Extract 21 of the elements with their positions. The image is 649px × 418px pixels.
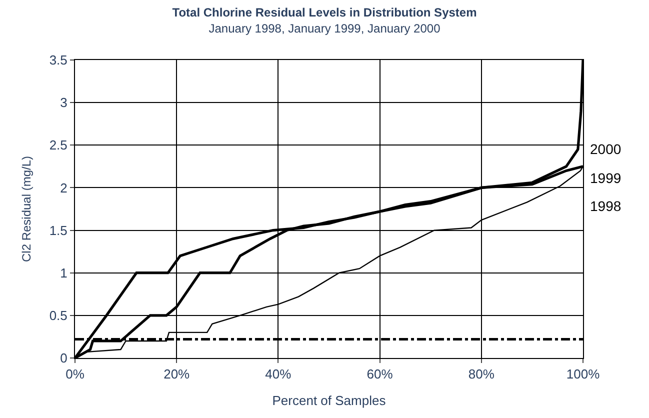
- x-tick-label: 40%: [265, 366, 292, 382]
- x-tick-label: 80%: [468, 366, 495, 382]
- chart-title: Total Chlorine Residual Levels in Distribution System: [172, 6, 477, 20]
- y-tick-label: 3.5: [49, 52, 68, 68]
- chart-subtitle: January 1998, January 1999, January 2000: [208, 21, 441, 36]
- y-tick-label: 2: [60, 180, 68, 196]
- y-tick-label: 1: [60, 265, 68, 280]
- series-label: 2000: [590, 141, 622, 157]
- x-tick-label: 60%: [366, 366, 394, 382]
- y-tick-label: 1.5: [49, 222, 68, 238]
- x-tick-label: 100%: [566, 366, 600, 382]
- y-tick-label: 0.5: [49, 308, 68, 323]
- y-tick-label: 0: [60, 350, 68, 366]
- x-tick-label: 20%: [164, 366, 190, 382]
- y-axis-title: Cl2 Residual (mg/L): [20, 156, 34, 262]
- series-label: 1998: [590, 198, 622, 214]
- series-label: 1999: [590, 170, 622, 186]
- x-tick-label: 0%: [66, 366, 85, 382]
- x-axis-title: Percent of Samples: [272, 393, 386, 408]
- y-tick-label: 3: [60, 95, 68, 110]
- y-tick-label: 2.5: [49, 138, 68, 153]
